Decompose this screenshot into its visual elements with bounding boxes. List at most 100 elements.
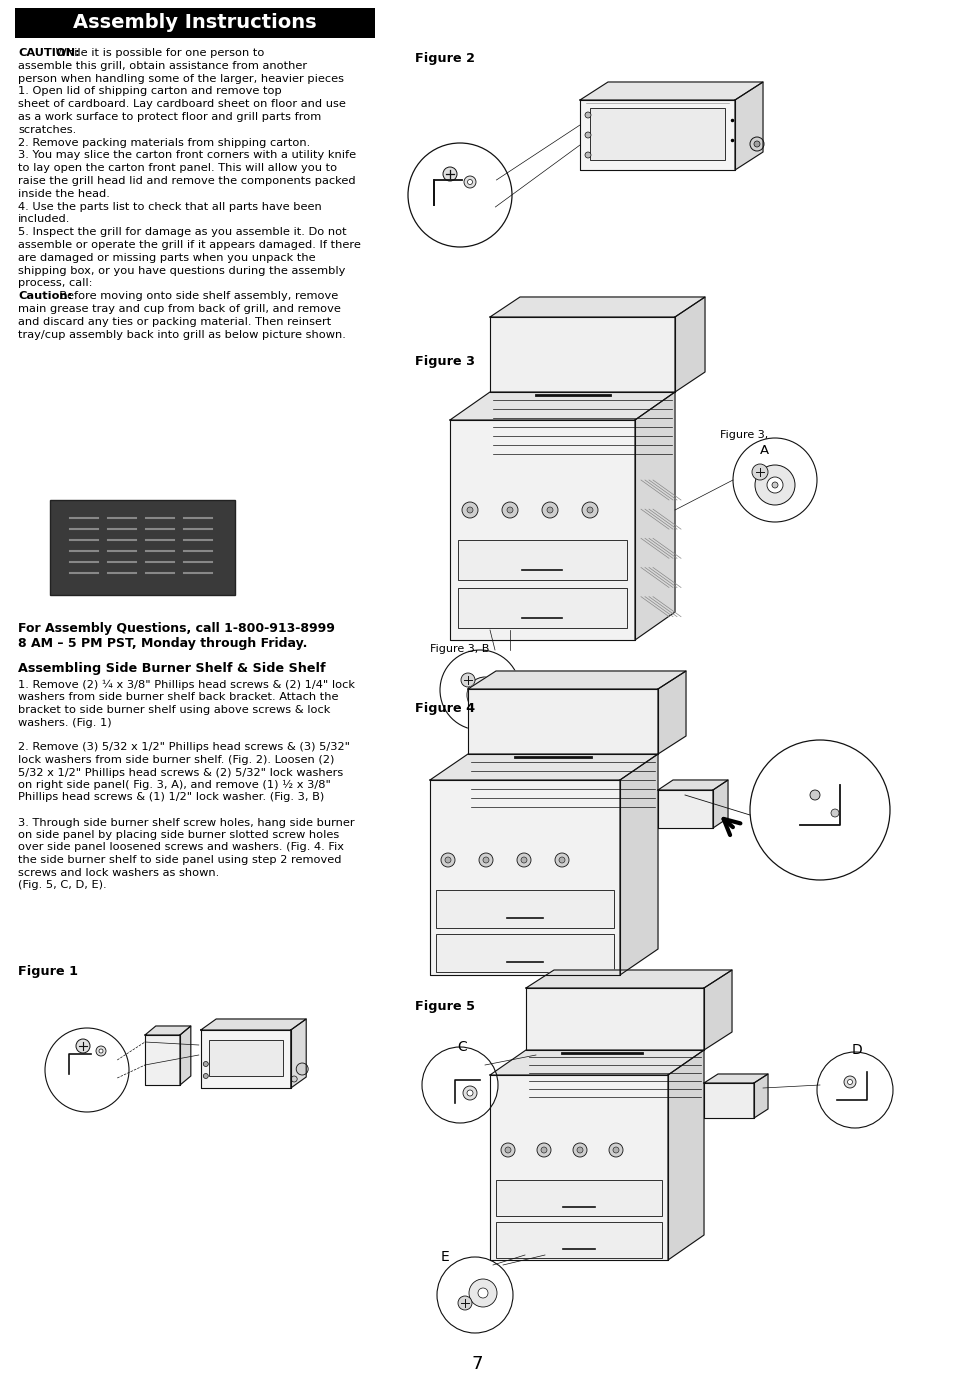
Polygon shape <box>675 297 704 392</box>
Text: For Assembly Questions, call 1-800-913-8999: For Assembly Questions, call 1-800-913-8… <box>18 622 335 635</box>
Circle shape <box>581 502 598 518</box>
Circle shape <box>295 1063 308 1075</box>
Circle shape <box>439 650 519 730</box>
Circle shape <box>477 1288 488 1299</box>
Text: CAUTION:: CAUTION: <box>18 48 80 58</box>
Bar <box>50 500 234 595</box>
Text: the side burner shelf to side panel using step 2 removed: the side burner shelf to side panel usin… <box>18 856 341 865</box>
Text: Phillips head screws & (1) 1/2" lock washer. (Fig. 3, B): Phillips head screws & (1) 1/2" lock was… <box>18 792 324 803</box>
Circle shape <box>751 464 767 480</box>
Polygon shape <box>579 99 734 170</box>
Polygon shape <box>753 1074 767 1118</box>
Text: over side panel loosened screws and washers. (Fig. 4. Fix: over side panel loosened screws and wash… <box>18 843 344 853</box>
Text: Assembling Side Burner Shelf & Side Shelf: Assembling Side Burner Shelf & Side Shel… <box>18 662 325 675</box>
Text: Assembly Instructions: Assembly Instructions <box>73 14 316 33</box>
Text: Figure 4: Figure 4 <box>415 702 475 715</box>
Polygon shape <box>619 753 658 976</box>
Circle shape <box>76 1039 90 1053</box>
Circle shape <box>440 853 455 867</box>
Text: C: C <box>456 1041 466 1054</box>
Text: 5/32 x 1/2" Phillips head screws & (2) 5/32" lock washers: 5/32 x 1/2" Phillips head screws & (2) 5… <box>18 767 343 777</box>
Text: 7: 7 <box>471 1355 482 1373</box>
Circle shape <box>463 177 476 188</box>
Text: Caution:: Caution: <box>18 291 72 301</box>
Polygon shape <box>291 1018 306 1087</box>
Circle shape <box>584 112 590 119</box>
Text: Before moving onto side shelf assembly, remove: Before moving onto side shelf assembly, … <box>52 291 338 301</box>
Circle shape <box>830 809 838 817</box>
Polygon shape <box>450 420 635 640</box>
Circle shape <box>477 689 492 702</box>
Circle shape <box>541 502 558 518</box>
Text: 4. Use the parts list to check that all parts have been: 4. Use the parts list to check that all … <box>18 201 321 211</box>
Bar <box>436 934 614 972</box>
Circle shape <box>291 1076 297 1082</box>
Polygon shape <box>658 671 685 753</box>
Text: 3. You may slice the carton front corners with a utility knife: 3. You may slice the carton front corner… <box>18 150 355 160</box>
Circle shape <box>540 1147 546 1154</box>
Text: 2. Remove (3) 5/32 x 1/2" Phillips head screws & (3) 5/32": 2. Remove (3) 5/32 x 1/2" Phillips head … <box>18 742 350 752</box>
Circle shape <box>457 1296 472 1310</box>
Circle shape <box>45 1028 129 1112</box>
Polygon shape <box>525 970 731 988</box>
Polygon shape <box>200 1029 291 1087</box>
Circle shape <box>96 1046 106 1056</box>
Polygon shape <box>635 392 675 640</box>
Text: lock washers from side burner shelf. (Fig. 2). Loosen (2): lock washers from side burner shelf. (Fi… <box>18 755 334 765</box>
Circle shape <box>467 506 473 513</box>
Circle shape <box>846 1079 852 1085</box>
Text: assemble this grill, obtain assistance from another: assemble this grill, obtain assistance f… <box>18 61 307 70</box>
Circle shape <box>537 1143 551 1156</box>
Bar <box>496 1223 661 1259</box>
Bar <box>589 108 724 160</box>
Text: bracket to side burner shelf using above screws & lock: bracket to side burner shelf using above… <box>18 705 330 715</box>
Circle shape <box>754 465 794 505</box>
Text: are damaged or missing parts when you unpack the: are damaged or missing parts when you un… <box>18 253 315 262</box>
Text: Figure 3, B: Figure 3, B <box>430 644 489 654</box>
Circle shape <box>500 1143 515 1156</box>
Polygon shape <box>579 81 762 99</box>
Bar <box>457 588 626 628</box>
Polygon shape <box>490 1075 667 1260</box>
Text: and discard any ties or packing material. Then reinsert: and discard any ties or packing material… <box>18 317 331 327</box>
Text: on side panel by placing side burner slotted screw holes: on side panel by placing side burner slo… <box>18 829 339 840</box>
Text: D: D <box>851 1043 862 1057</box>
Circle shape <box>460 673 475 687</box>
Text: washers. (Fig. 1): washers. (Fig. 1) <box>18 718 112 727</box>
Polygon shape <box>734 81 762 170</box>
Circle shape <box>467 1090 473 1096</box>
Circle shape <box>444 857 451 862</box>
Polygon shape <box>703 1074 767 1083</box>
Circle shape <box>478 853 493 867</box>
Circle shape <box>816 1052 892 1127</box>
Circle shape <box>520 857 526 862</box>
Polygon shape <box>430 753 658 780</box>
Text: Figure 3: Figure 3 <box>415 355 475 368</box>
Text: (Fig. 5, C, D, E).: (Fig. 5, C, D, E). <box>18 880 107 890</box>
Circle shape <box>573 1143 586 1156</box>
Circle shape <box>771 482 778 489</box>
Polygon shape <box>667 1050 703 1260</box>
Text: 3. Through side burner shelf screw holes, hang side burner: 3. Through side burner shelf screw holes… <box>18 817 355 828</box>
Bar <box>496 1180 661 1216</box>
Circle shape <box>546 506 553 513</box>
Circle shape <box>613 1147 618 1154</box>
Text: process, call:: process, call: <box>18 279 92 288</box>
Circle shape <box>809 789 820 800</box>
Text: inside the head.: inside the head. <box>18 189 110 199</box>
Text: A: A <box>760 444 768 457</box>
Circle shape <box>766 477 782 493</box>
Circle shape <box>203 1074 208 1079</box>
Polygon shape <box>180 1025 191 1085</box>
Circle shape <box>467 179 472 185</box>
Circle shape <box>584 152 590 157</box>
Text: Figure 2: Figure 2 <box>415 52 475 65</box>
Circle shape <box>586 506 593 513</box>
Polygon shape <box>712 780 727 828</box>
Circle shape <box>421 1047 497 1123</box>
Text: Figure 3,: Figure 3, <box>720 431 767 440</box>
Polygon shape <box>703 1083 753 1118</box>
Circle shape <box>843 1076 855 1087</box>
Text: While it is possible for one person to: While it is possible for one person to <box>52 48 264 58</box>
Circle shape <box>555 853 568 867</box>
